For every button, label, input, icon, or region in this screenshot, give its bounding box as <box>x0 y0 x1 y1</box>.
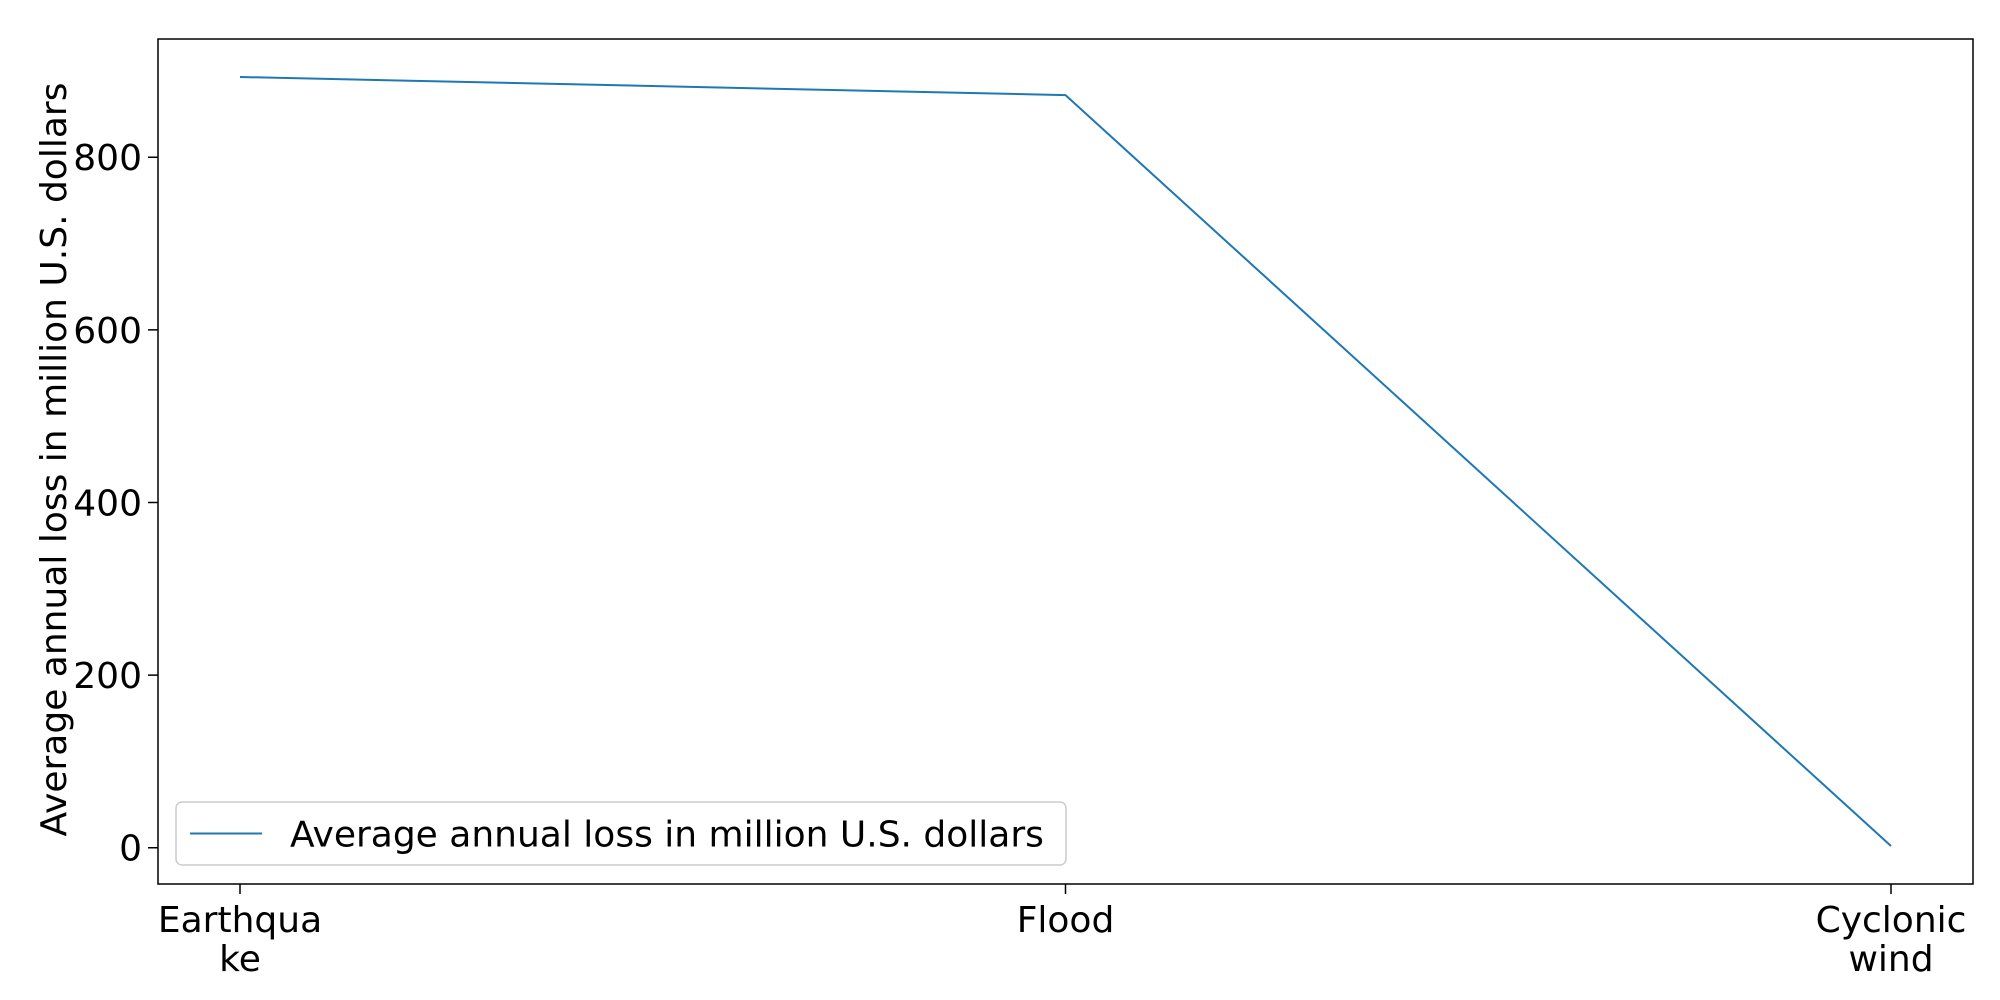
x-tick-label: Flood <box>1017 900 1115 941</box>
data-point <box>1890 845 1892 847</box>
series-line <box>239 76 1892 847</box>
legend-box <box>175 801 1067 866</box>
x-axis: Earthqua ke Flood Cyclonic wind <box>158 884 1967 980</box>
y-tick-label: 400 <box>73 483 142 524</box>
y-tick-label: 800 <box>73 138 142 179</box>
data-point <box>239 76 241 78</box>
y-tick-label: 600 <box>73 311 142 352</box>
plot-area <box>239 76 1892 847</box>
x-tick-label: Earthqua ke <box>158 900 322 980</box>
y-tick-label: 0 <box>119 829 142 870</box>
y-tick-label: 200 <box>73 656 142 697</box>
legend: Average annual loss in million U.S. doll… <box>175 801 1067 866</box>
y-axis-title: Average annual loss in million U.S. doll… <box>34 83 75 837</box>
y-axis: 0 200 400 600 800 <box>73 138 158 870</box>
x-tick-label: Cyclonic wind <box>1816 900 1967 980</box>
data-point <box>1065 94 1067 96</box>
legend-label: Average annual loss in million U.S. doll… <box>290 815 1044 856</box>
